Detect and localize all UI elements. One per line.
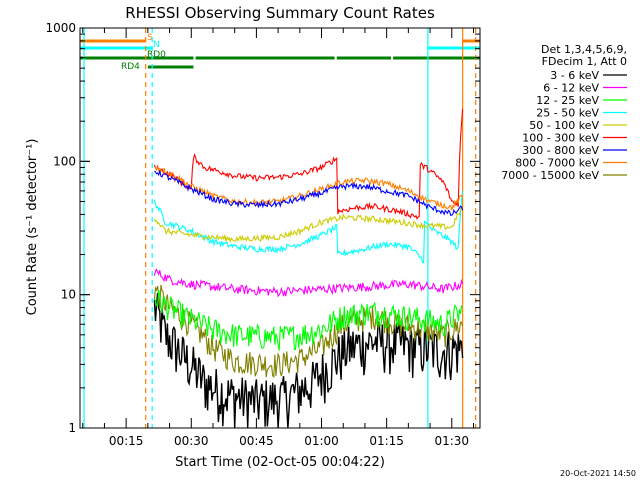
x-tick-label: 00:45 [239, 434, 274, 448]
y-tick-label: 1 [68, 421, 76, 435]
legend-label: 6 - 12 keV [543, 82, 599, 95]
legend-header-line-2: FDecim 1, Att 0 [542, 55, 627, 68]
y-axis-label: Count Rate (s⁻¹ detector⁻¹) [25, 139, 40, 316]
x-axis-label: Start Time (02-Oct-05 00:04:22) [175, 455, 385, 470]
y-tick-label: 10 [61, 288, 76, 302]
x-tick-label: 00:30 [174, 434, 209, 448]
legend-label: 25 - 50 keV [536, 107, 599, 120]
legend-header-line-1: Det 1,3,4,5,6,9, [541, 43, 627, 56]
plot-frame [79, 27, 481, 429]
y-tick-label: 100 [53, 154, 76, 168]
legend-label: 12 - 25 keV [536, 94, 599, 107]
series-line-100-300-kev [153, 109, 464, 220]
footer-timestamp: 20-Oct-2021 14:50 [560, 469, 636, 478]
series-line-800-7000-kev [154, 165, 463, 211]
state-bar-label-rd4: RD4 [121, 62, 140, 72]
legend-label: 50 - 100 keV [529, 119, 599, 132]
series-line-12-25-kev [153, 289, 463, 351]
x-tick-label: 00:15 [109, 434, 144, 448]
legend-label: 7000 - 15000 keV [501, 169, 599, 182]
legend-label: 800 - 7000 keV [515, 157, 599, 170]
series-line-25-50-kev [153, 190, 464, 264]
state-bar-label-n: N [153, 40, 160, 50]
x-tick-label: 01:00 [304, 434, 339, 448]
state-bar-label-rd0: RD0 [147, 50, 166, 60]
legend-label: 300 - 800 keV [522, 144, 599, 157]
series-line-50-100-kev [153, 207, 463, 244]
x-tick-label: 01:15 [369, 434, 404, 448]
x-tick-label: 01:30 [434, 434, 469, 448]
series-line-6-12-kev [153, 268, 464, 298]
series-line-300-800-kev [154, 170, 464, 216]
state-bar-label-s: S [147, 33, 153, 43]
y-tick-label: 1000 [45, 21, 76, 35]
chart-title: RHESSI Observing Summary Count Rates [125, 4, 435, 22]
legend-label: 100 - 300 keV [522, 132, 599, 145]
legend-label: 3 - 6 keV [550, 69, 599, 82]
series-line-7000-15000-kev [153, 284, 464, 379]
